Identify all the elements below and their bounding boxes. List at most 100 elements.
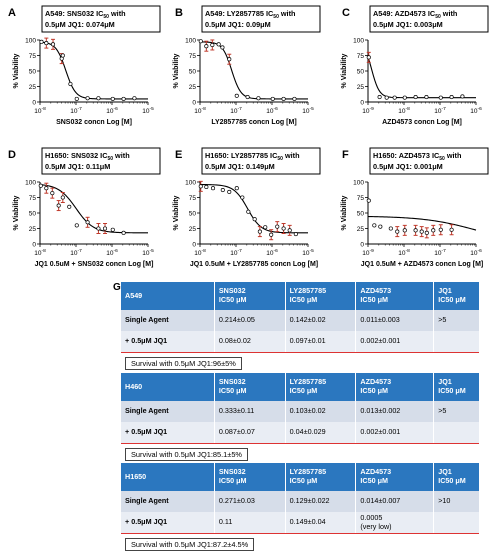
chart-title-line2: 0.5μM JQ1: 0.001μM xyxy=(373,162,443,171)
table-cell: 0.013±0.002 xyxy=(355,401,435,422)
chart-title: H1650: AZD4573 IC50 with xyxy=(373,151,461,162)
data-point xyxy=(419,229,424,234)
table-cell xyxy=(433,331,479,353)
data-point xyxy=(438,95,443,100)
y-tick-label: 50 xyxy=(29,210,37,217)
chart-title: H1650: SNS032 IC50 with xyxy=(45,151,130,162)
data-point xyxy=(438,227,443,232)
col-header: AZD4573 IC50 μM xyxy=(355,282,435,310)
data-point xyxy=(96,96,101,101)
col-header: AZD4573 IC50 μM xyxy=(355,373,435,401)
table-h460: H460 SNS032 IC50 μM LY2857785 IC50 μM AZD4… xyxy=(121,373,479,462)
data-point xyxy=(204,184,209,190)
chart-title-box xyxy=(41,147,161,175)
y-axis-label: % Viability xyxy=(173,53,180,88)
y-tick-label: 75 xyxy=(29,53,37,60)
data-point xyxy=(96,226,101,231)
data-point xyxy=(210,42,215,48)
fit-curve xyxy=(367,215,477,231)
data-point xyxy=(252,217,257,222)
table-cell: 0.214±0.05 xyxy=(214,310,286,331)
x-tick-label: 10-8 xyxy=(194,106,206,115)
data-point xyxy=(269,232,274,237)
data-point xyxy=(85,220,90,225)
data-point xyxy=(281,226,286,231)
y-tick-label: 25 xyxy=(189,84,197,91)
cell-line-name: H460 xyxy=(121,373,215,401)
data-point xyxy=(402,95,407,100)
data-point xyxy=(246,209,251,214)
x-tick-label: 10-7 xyxy=(434,248,446,257)
data-point xyxy=(121,230,126,235)
table-cell: >10 xyxy=(433,491,479,512)
table-cell: 0.271±0.03 xyxy=(214,491,286,512)
y-tick-label: 25 xyxy=(189,226,197,233)
data-point xyxy=(39,39,44,44)
data-point xyxy=(449,94,454,100)
fit-curve xyxy=(39,41,148,100)
chart-title-box xyxy=(201,147,321,175)
data-point xyxy=(240,195,245,200)
table-cell: >5 xyxy=(433,310,479,331)
y-tick-label: 50 xyxy=(357,210,365,217)
y-tick-label: 50 xyxy=(29,68,37,75)
chart-title-box xyxy=(369,147,489,175)
row-label: + 0.5μM JQ1 xyxy=(121,512,215,535)
data-point xyxy=(198,184,203,189)
data-point xyxy=(366,198,371,203)
y-tick-label: 0 xyxy=(192,99,196,106)
data-point xyxy=(234,186,239,191)
data-point xyxy=(50,191,55,196)
y-tick-label: 75 xyxy=(357,195,365,202)
data-point xyxy=(220,188,225,193)
table-cell: 0.002±0.001 xyxy=(355,422,435,444)
x-tick-label: 10-9 xyxy=(362,106,374,115)
x-tick-label: 10-7 xyxy=(230,106,242,115)
data-point xyxy=(85,96,90,101)
chart-title: A549: SNS032 IC50 with xyxy=(45,9,126,20)
y-tick-label: 0 xyxy=(360,241,364,248)
x-tick-label: 10-8 xyxy=(398,106,410,115)
data-point xyxy=(366,55,371,60)
data-point xyxy=(60,195,65,200)
col-header: SNS032 IC50 μM xyxy=(214,282,286,310)
x-tick-label: 10-6 xyxy=(266,106,278,115)
col-header: JQ1 IC50 μM xyxy=(433,463,479,491)
data-point xyxy=(292,96,297,101)
table-cell: 0.014±0.007 xyxy=(355,491,435,512)
x-tick-label: 10-8 xyxy=(194,248,206,257)
data-point xyxy=(402,228,407,233)
data-point xyxy=(50,42,56,47)
data-point xyxy=(68,81,73,87)
y-tick-label: 50 xyxy=(189,68,197,75)
data-point xyxy=(377,94,382,100)
data-point xyxy=(56,203,61,208)
x-axis-label: SNS032 concn Log [M] xyxy=(56,119,132,126)
col-header: LY2857785 IC50 μM xyxy=(285,463,357,491)
data-point xyxy=(256,96,261,101)
data-point xyxy=(257,229,262,234)
data-point xyxy=(74,96,79,101)
y-tick-label: 0 xyxy=(192,241,196,248)
table-cell: >5 xyxy=(433,401,479,422)
data-point xyxy=(293,232,298,237)
x-tick-label: 10-6 xyxy=(106,106,118,115)
x-axis-label: JQ1 0.5uM + SNS032 concn Log [M] xyxy=(35,261,154,268)
cell-line-name: A549 xyxy=(121,282,215,310)
data-point xyxy=(388,226,393,231)
survival-note: Survival with 0.5μM JQ1:85.1±5% xyxy=(125,448,249,461)
cell-line-name: H1650 xyxy=(121,463,215,491)
row-label: Single Agent xyxy=(121,491,215,512)
col-header: LY2857785 IC50 μM xyxy=(285,282,357,310)
x-tick-label: 10-9 xyxy=(362,248,374,257)
y-tick-label: 100 xyxy=(25,37,36,44)
x-tick-label: 10-7 xyxy=(230,248,242,257)
x-tick-label: 10-8 xyxy=(34,106,46,115)
data-point xyxy=(263,225,268,230)
data-point xyxy=(287,228,292,233)
data-point xyxy=(460,94,465,99)
data-point xyxy=(44,186,49,191)
